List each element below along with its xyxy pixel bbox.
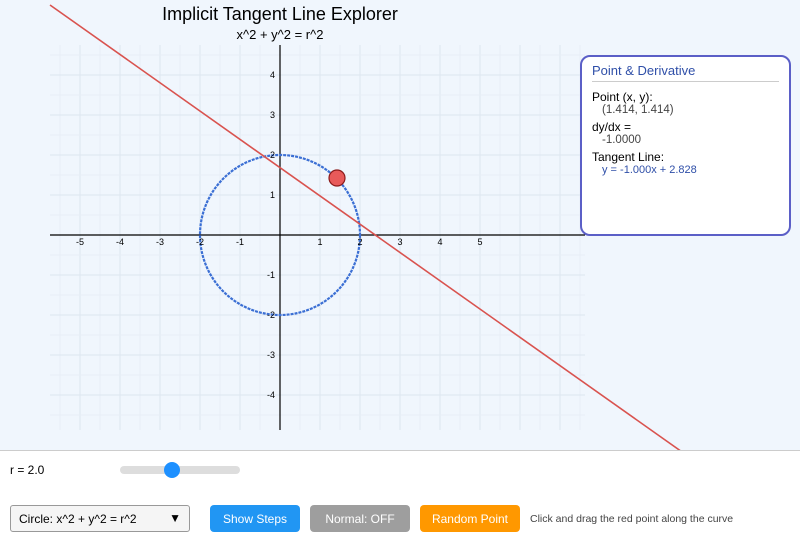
title: Implicit Tangent Line Explorer (162, 4, 398, 24)
curve (198, 153, 362, 317)
x-tick-label: 1 (317, 237, 322, 247)
y-tick-label: 1 (270, 190, 275, 200)
x-tick-label: -4 (116, 237, 124, 247)
x-tick-label: 4 (437, 237, 442, 247)
x-tick-label: 5 (477, 237, 482, 247)
info-panel: Point & Derivative Point (x, y): (1.414,… (580, 55, 791, 236)
point-value: (1.414, 1.414) (602, 104, 674, 116)
curve-select-text: Circle: x^2 + y^2 = r^2 (19, 512, 137, 526)
x-tick-label: -1 (236, 237, 244, 247)
y-tick-label: -2 (267, 310, 275, 320)
tangent-value: y = -1.000x + 2.828 (602, 164, 697, 176)
y-tick-label: 3 (270, 110, 275, 120)
draggable-point[interactable] (328, 169, 346, 187)
show-steps-button[interactable]: Show Steps (210, 505, 300, 532)
grid (50, 45, 585, 430)
panel-title: Point & Derivative (592, 63, 779, 82)
derivative-label: dy/dx = (592, 120, 632, 134)
x-tick-label: -2 (196, 237, 204, 247)
random-point-button[interactable]: Random Point (420, 505, 520, 532)
x-tick-label: 3 (397, 237, 402, 247)
tangent-label: Tangent Line: (592, 150, 665, 164)
subtitle: x^2 + y^2 = r^2 (237, 27, 324, 42)
slider-track[interactable] (120, 466, 240, 474)
curve-select[interactable]: Circle: x^2 + y^2 = r^2 ▼ (10, 505, 190, 532)
x-tick-label: -3 (156, 237, 164, 247)
derivative-value: -1.0000 (602, 134, 642, 146)
y-tick-label: -3 (267, 350, 275, 360)
y-tick-label: 2 (270, 150, 275, 160)
y-tick-label: -4 (267, 390, 275, 400)
slider-thumb[interactable] (164, 462, 180, 478)
y-tick-label: 4 (270, 70, 275, 80)
hint: Click and drag the red point along the c… (530, 513, 734, 525)
controls: r = 2.0 Circle: x^2 + y^2 = r^2 ▼ Show S… (0, 450, 800, 552)
tangent-line (49, 4, 681, 450)
normal-button[interactable]: Normal: OFF (310, 505, 410, 532)
dropdown-arrow: ▼ (169, 511, 181, 525)
x-tick-label: -5 (76, 237, 84, 247)
point-label: Point (x, y): (592, 90, 653, 104)
x-tick-label: 2 (357, 237, 362, 247)
y-tick-label: -1 (267, 270, 275, 280)
slider-label: r = 2.0 (10, 463, 45, 477)
